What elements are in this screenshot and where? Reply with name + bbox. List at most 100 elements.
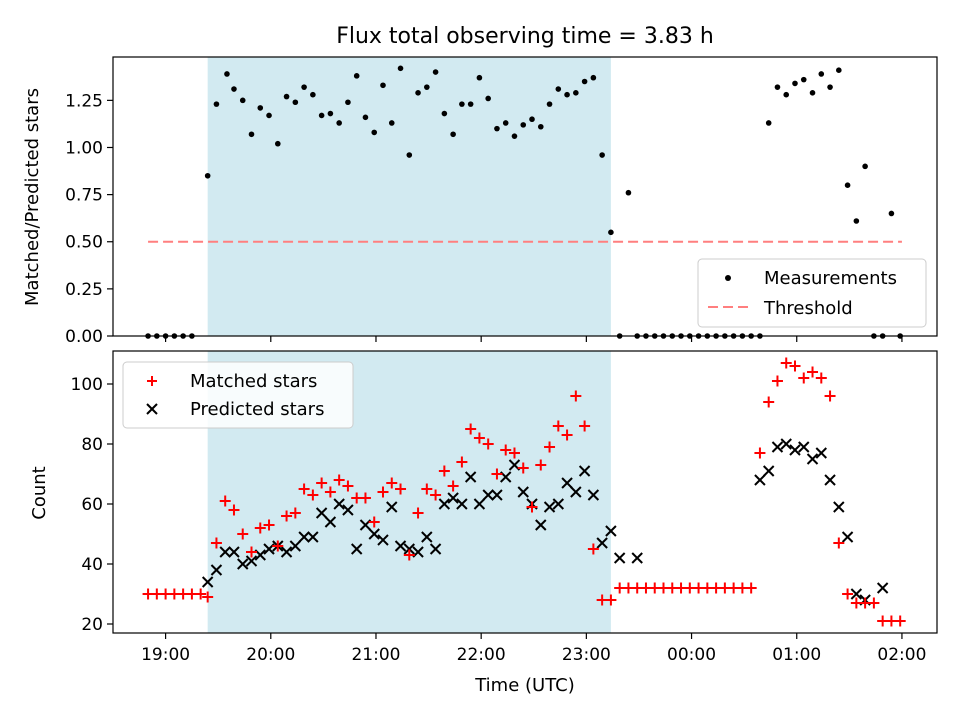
matched-star-point xyxy=(508,447,520,459)
measurement-point xyxy=(888,210,895,217)
measurement-point xyxy=(590,74,597,81)
measurement-point xyxy=(266,112,272,119)
matched-star-point xyxy=(500,444,512,456)
predicted-star-point xyxy=(771,441,784,453)
predicted-star-point xyxy=(447,492,459,504)
predicted-star-point xyxy=(876,582,889,594)
predicted-star-point xyxy=(789,444,801,456)
matched-star-point xyxy=(412,507,424,519)
predicted-star-point xyxy=(403,543,415,555)
legend-predicted-marker xyxy=(146,403,158,415)
predicted-star-point xyxy=(429,543,442,555)
bottom-x-axis-ticks: 19:00 20:00 21:00 22:00 23:00 00:00 01:00 02:00 xyxy=(141,633,926,665)
measurement-point xyxy=(625,189,632,196)
measurement-point xyxy=(520,122,527,128)
matched-star-point xyxy=(745,582,757,594)
measurement-point xyxy=(792,80,798,87)
x-tick-label: 23:00 xyxy=(562,645,611,665)
matched-star-point xyxy=(195,588,207,600)
measurement-point xyxy=(599,152,605,158)
predicted-star-point xyxy=(280,546,293,558)
measurement-point xyxy=(450,131,456,138)
measurement-point xyxy=(318,112,325,119)
predicted-star-point xyxy=(421,531,433,543)
predicted-star-point xyxy=(824,474,836,486)
predicted-star-point xyxy=(552,498,565,510)
top-y-tick-label: 1.00 xyxy=(65,138,103,158)
matched-star-point xyxy=(228,504,240,516)
measurement-point xyxy=(283,93,290,100)
measurement-point xyxy=(800,76,807,83)
measurement-point xyxy=(327,110,334,117)
matched-star-point xyxy=(421,483,433,495)
predicted-star-point xyxy=(298,531,310,543)
predicted-star-point xyxy=(377,534,389,546)
measurement-point xyxy=(224,71,230,77)
measurement-point xyxy=(345,99,351,106)
measurement-point xyxy=(485,95,491,102)
matched-star-point xyxy=(456,456,468,468)
bottom-panel: 20 40 60 80 100 19:00 20:00 21:00 22:00 23:00 00:… xyxy=(29,350,938,696)
measurement-point xyxy=(818,71,825,77)
x-tick-label: 01:00 xyxy=(772,645,821,665)
bottom-y-tick-label: 40 xyxy=(81,555,103,575)
matched-star-point xyxy=(298,483,310,495)
matched-star-point xyxy=(386,477,398,489)
measurement-point xyxy=(371,129,378,136)
measurement-point xyxy=(406,152,413,158)
matched-star-point xyxy=(544,441,556,453)
matched-star-point xyxy=(272,540,284,552)
matched-star-point xyxy=(316,477,328,489)
predicted-star-point xyxy=(438,498,451,510)
x-tick-label: 00:00 xyxy=(667,645,716,665)
x-tick-label: 20:00 xyxy=(246,645,295,665)
measurement-point xyxy=(248,131,255,138)
measurement-point xyxy=(581,78,588,85)
top-legend-box xyxy=(697,258,927,328)
matched-star-point xyxy=(552,420,564,432)
top-y-tick-label: 0.50 xyxy=(65,233,103,253)
matched-star-point xyxy=(754,447,766,459)
measurement-point xyxy=(564,91,570,98)
measurement-point xyxy=(275,140,281,147)
predicted-star-point xyxy=(245,555,258,567)
predicted-star-point xyxy=(473,498,486,510)
measurement-point xyxy=(573,90,579,96)
matched-star-point xyxy=(342,480,354,492)
matched-star-point xyxy=(395,483,407,495)
predicted-star-point xyxy=(605,525,617,537)
matched-star-point xyxy=(263,519,275,531)
predicted-star-point xyxy=(368,528,380,540)
matched-star-point xyxy=(771,375,783,387)
measurement-point xyxy=(397,65,404,72)
matched-star-point xyxy=(333,474,345,486)
measurement-point xyxy=(476,74,483,81)
matched-star-point xyxy=(815,372,827,384)
predicted-star-point xyxy=(570,486,582,498)
predicted-star-point xyxy=(613,552,626,564)
top-x-axis-ticks xyxy=(164,336,903,342)
matched-star-point xyxy=(491,468,503,480)
matched-star-point xyxy=(535,459,547,471)
legend-matched-label: Matched stars xyxy=(190,371,317,392)
measurement-point xyxy=(292,99,299,106)
matched-star-point xyxy=(789,360,801,372)
matched-star-point xyxy=(246,546,258,558)
measurement-point xyxy=(511,133,518,139)
measurement-point xyxy=(853,218,860,224)
matched-stars-points xyxy=(142,357,906,627)
matched-star-point xyxy=(359,492,371,504)
predicted-star-point xyxy=(850,588,863,600)
measurement-point xyxy=(809,90,816,96)
predicted-stars-points xyxy=(201,438,889,606)
predicted-star-point xyxy=(833,501,845,513)
bottom-y-tick-label: 20 xyxy=(81,615,103,635)
measurement-point xyxy=(459,101,465,107)
measurement-point xyxy=(467,101,474,107)
matched-star-point xyxy=(237,528,249,540)
top-y-tick-label: 1.25 xyxy=(65,91,103,111)
bottom-y-axis-ticks: 20 40 60 80 100 xyxy=(71,375,113,635)
predicted-star-point xyxy=(228,546,240,558)
measurement-point xyxy=(388,120,395,126)
measurement-point xyxy=(213,101,220,107)
